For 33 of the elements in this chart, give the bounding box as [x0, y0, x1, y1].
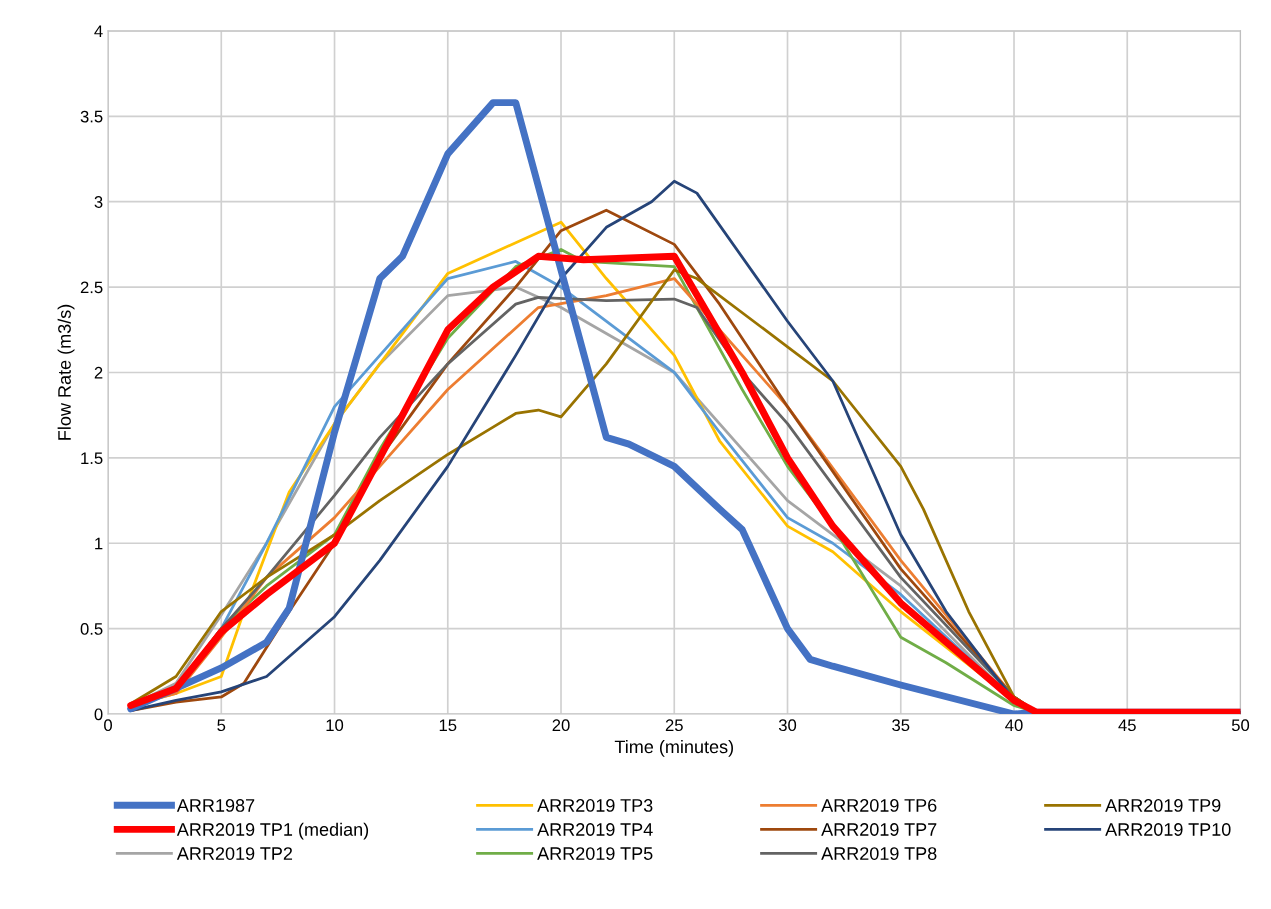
y-axis-title: Flow Rate (m3/s) [57, 304, 75, 440]
legend-label: ARR2019 TP4 [537, 823, 653, 836]
x-tick-label: 20 [552, 719, 570, 732]
y-tick-label: 3 [94, 196, 103, 208]
y-tick-label: 4 [94, 25, 103, 37]
x-tick-label: 25 [665, 719, 683, 732]
legend-label: ARR1987 [176, 799, 255, 812]
legend-label: ARR2019 TP10 [1105, 823, 1231, 836]
legend-label: ARR2019 TP1 (median) [176, 822, 369, 840]
x-tick-label: 40 [1005, 719, 1023, 732]
y-tick-label: 0.5 [80, 623, 103, 635]
legend-label: ARR2019 TP8 [821, 847, 937, 860]
legend-label: ARR2019 TP5 [537, 847, 653, 860]
x-tick-label: 45 [1118, 719, 1136, 732]
legend-label: ARR2019 TP3 [537, 799, 653, 812]
y-tick-label: 1.5 [81, 452, 103, 465]
y-tick-label: 3.5 [80, 110, 103, 123]
x-axis-title: Time (minutes) [614, 739, 733, 757]
x-tick-label: 50 [1231, 719, 1250, 732]
x-tick-label: 30 [778, 719, 797, 732]
y-tick-label: 2 [94, 366, 103, 379]
legend-label: ARR2019 TP6 [821, 799, 937, 812]
y-tick-label: 2.5 [80, 281, 103, 294]
y-tick-label: 0 [94, 708, 103, 721]
x-tick-label: 15 [439, 719, 457, 732]
x-tick-label: 35 [892, 719, 910, 732]
x-tick-label: 0 [104, 719, 113, 732]
y-tick-label: 1 [95, 537, 103, 550]
x-tick-label: 10 [326, 719, 344, 732]
x-tick-label: 5 [217, 719, 226, 732]
legend-label: ARR2019 TP9 [1105, 799, 1221, 812]
legend-label: ARR2019 TP2 [176, 847, 293, 860]
legend-label: ARR2019 TP7 [821, 823, 937, 836]
